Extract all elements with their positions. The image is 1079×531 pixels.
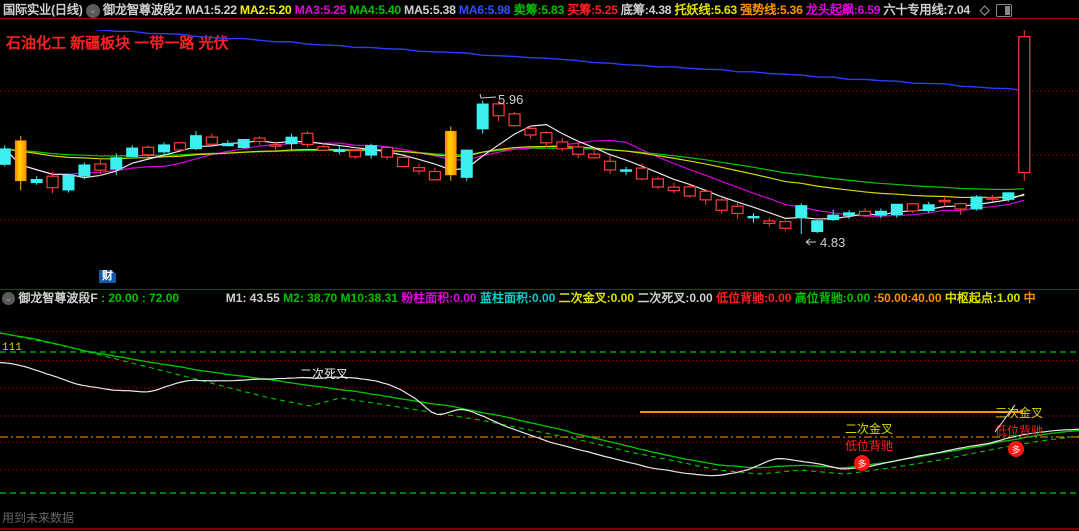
svg-text:多: 多: [857, 458, 866, 469]
svg-text:111: 111: [2, 342, 22, 354]
svg-text:5.96: 5.96: [498, 92, 523, 107]
svg-text:低位背驰: 低位背驰: [995, 423, 1043, 438]
svg-text:低位背驰: 低位背驰: [845, 438, 893, 453]
svg-text:用到未来数据: 用到未来数据: [2, 510, 74, 525]
svg-text:二次金叉: 二次金叉: [845, 421, 893, 436]
svg-text:三次金叉: 三次金叉: [995, 405, 1043, 420]
svg-text:多: 多: [1011, 444, 1020, 455]
svg-text:二次死叉: 二次死叉: [300, 367, 348, 381]
svg-text:4.83: 4.83: [820, 235, 845, 250]
